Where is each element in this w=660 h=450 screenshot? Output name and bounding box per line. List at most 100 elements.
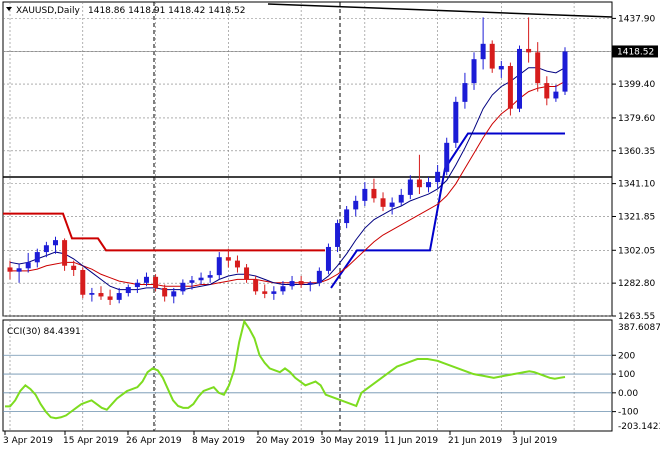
- current-price-badge: [612, 45, 658, 58]
- candle-body: [244, 267, 250, 280]
- candle-body: [335, 223, 341, 247]
- candle-body: [198, 277, 204, 281]
- candle-body: [398, 194, 404, 203]
- candle-body: [517, 48, 523, 109]
- candle-body: [462, 83, 468, 102]
- candle-body: [189, 280, 195, 283]
- y-axis-ticks: 1437.90 1418.52 1399.40 1379.60 1360.35 1341.…: [612, 14, 658, 322]
- x-axis-ticks: 3 Apr 2019 15 Apr 2019 26 Apr 2019 8 May 20…: [3, 431, 557, 446]
- candle-body: [362, 188, 368, 201]
- cci-panel-frame: [2, 319, 613, 432]
- candle-body: [535, 52, 541, 84]
- candle-body: [407, 179, 413, 195]
- x-tick-label: 15 Apr 2019: [63, 436, 119, 446]
- candle-body: [489, 43, 495, 69]
- candle-body: [25, 262, 31, 269]
- x-tick-label: 8 May 2019: [192, 436, 245, 446]
- current-price-label: 1418.52: [617, 47, 654, 57]
- candle-body: [416, 179, 422, 188]
- y-tick-label: 1379.60: [618, 114, 655, 124]
- candle-body: [116, 293, 122, 300]
- candle-body: [544, 83, 550, 99]
- candle-body: [316, 270, 322, 283]
- candle-body: [371, 188, 377, 199]
- x-tick-label: 21 Jun 2019: [448, 436, 502, 446]
- candle-body: [562, 51, 568, 92]
- candle-body: [62, 240, 68, 266]
- candle-body: [207, 275, 213, 278]
- candle-body: [353, 200, 359, 210]
- symbol-dropdown-icon[interactable]: [6, 7, 12, 11]
- candle-body: [180, 282, 186, 292]
- main-panel-frame: [2, 1, 613, 317]
- y-tick-label: 1399.40: [618, 80, 655, 90]
- candle-body: [380, 198, 386, 207]
- candle-body: [389, 202, 395, 207]
- cci-level-label: -100: [618, 408, 639, 418]
- candle-body: [253, 279, 259, 292]
- candle-body: [52, 240, 58, 246]
- candle-body: [125, 287, 131, 294]
- candle-body: [43, 245, 49, 253]
- candle-body: [34, 252, 40, 263]
- candle-body: [526, 48, 532, 53]
- candle-body: [234, 260, 240, 268]
- candle-body: [444, 142, 450, 172]
- series-layer: [3, 67, 566, 291]
- cci-min-label: -203.1423: [618, 422, 660, 432]
- candle-body: [507, 66, 513, 109]
- candle-body: [325, 246, 331, 271]
- y-tick-label: 1302.05: [618, 246, 655, 256]
- cci-level-label: 100: [618, 370, 635, 380]
- candle-body: [7, 267, 13, 272]
- candle-body: [225, 257, 231, 261]
- upper-band-line: [3, 212, 325, 252]
- ma-fast-line: [9, 67, 566, 291]
- candle-body: [271, 291, 277, 294]
- candle-body: [426, 182, 432, 188]
- y-tick-label: 1437.90: [618, 14, 655, 24]
- ma-slow-line: [10, 80, 566, 287]
- x-tick-label: 3 Jul 2019: [512, 436, 557, 446]
- candle-body: [435, 171, 441, 183]
- chart-ohlc: 1418.86 1418.91 1418.42 1418.52: [88, 6, 245, 16]
- x-tick-label: 26 Apr 2019: [126, 436, 182, 446]
- y-tick-label: 1263.55: [618, 312, 655, 322]
- candle-body: [262, 291, 268, 294]
- candle-body: [16, 268, 22, 272]
- y-tick-label: 1360.35: [618, 147, 655, 157]
- candle-body: [453, 101, 459, 143]
- candles-layer: [7, 17, 568, 305]
- chart-symbol: XAUUSD,Daily: [16, 6, 80, 16]
- candle-body: [344, 209, 350, 224]
- candle-body: [89, 293, 95, 295]
- candle-body: [162, 287, 168, 297]
- candle-body: [153, 276, 159, 288]
- x-tick-label: 20 May 2019: [256, 436, 315, 446]
- candle-body: [216, 257, 222, 276]
- candle-body: [98, 293, 104, 297]
- candle-body: [289, 281, 295, 287]
- cci-label: CCI(30) 84.4391: [7, 327, 81, 337]
- cci-level-label: 0.00: [618, 389, 638, 399]
- x-tick-label: 11 Jun 2019: [384, 436, 438, 446]
- cci-line-layer: [5, 319, 566, 420]
- cci-level-label: 200: [618, 351, 635, 361]
- x-tick-label: 3 Apr 2019: [3, 436, 53, 446]
- candle-body: [107, 296, 113, 300]
- y-tick-label: 1321.85: [618, 212, 655, 222]
- candle-body: [80, 269, 86, 295]
- candle-body: [143, 276, 149, 283]
- candle-body: [553, 91, 559, 99]
- candle-body: [280, 286, 286, 292]
- y-tick-label: 1282.80: [618, 279, 655, 289]
- candle-body: [134, 282, 140, 288]
- x-tick-label: 30 May 2019: [320, 436, 379, 446]
- candle-body: [71, 265, 77, 270]
- cci-line: [5, 319, 566, 420]
- candle-body: [171, 291, 177, 297]
- cci-max-label: 387.6087: [618, 323, 660, 333]
- y-tick-label: 1341.10: [618, 180, 655, 190]
- trendline: [267, 3, 613, 18]
